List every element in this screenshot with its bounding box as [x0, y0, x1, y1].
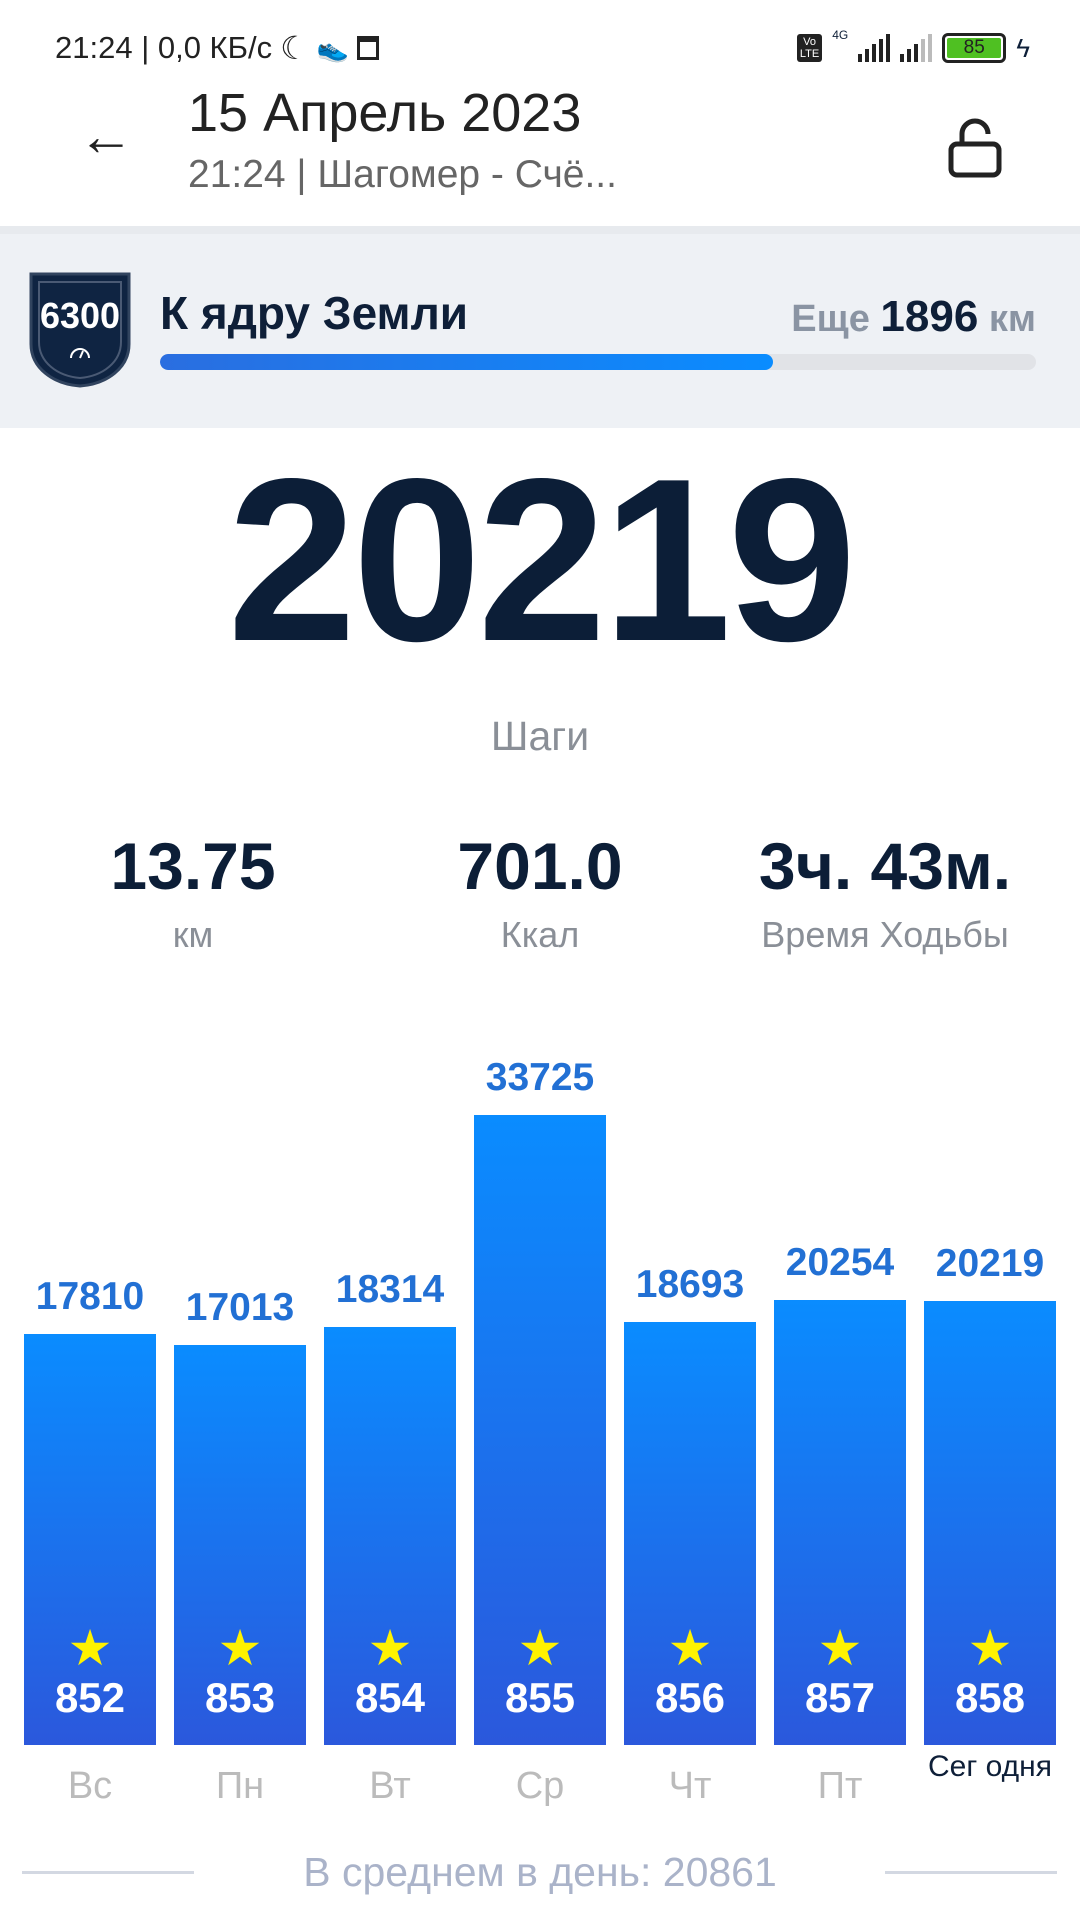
star-icon: ★ — [817, 1619, 863, 1676]
bar-day-label: Пт — [817, 1765, 863, 1807]
bar-4[interactable]: ★ 856 — [624, 1321, 756, 1745]
bar-value-label: 18693 — [635, 1262, 745, 1306]
bar-3[interactable]: ★ 855 — [474, 1115, 606, 1745]
network-type: 4G — [832, 28, 849, 42]
bar-2[interactable]: ★ 854 — [324, 1327, 456, 1745]
bar-day-number: 858 — [954, 1673, 1026, 1721]
goal-title: К ядру Земли — [160, 287, 469, 339]
status-time-speed: 21:24 | 0,0 КБ/с — [55, 30, 273, 65]
stat-calories: 701.0 Ккал — [360, 828, 720, 956]
remain-prefix: Еще — [791, 298, 870, 340]
bar-value-label: 17013 — [185, 1285, 295, 1329]
star-icon: ★ — [517, 1619, 563, 1676]
bar-day-label: Чт — [668, 1765, 712, 1807]
bar-day-number: 856 — [654, 1673, 726, 1721]
app-header — [0, 0, 1080, 222]
bar-1[interactable]: ★ 853 — [174, 1344, 306, 1745]
bar-day-number: 853 — [204, 1673, 276, 1721]
bar-value-label: 18314 — [335, 1268, 445, 1312]
bar-day-label: Вс — [67, 1765, 113, 1807]
bar-5[interactable]: ★ 857 — [774, 1300, 906, 1745]
signal-icon — [858, 34, 891, 62]
bar-day-label: Сег одня — [928, 1750, 1052, 1783]
bar-day-number: 857 — [804, 1673, 876, 1721]
calendar-icon — [357, 36, 380, 60]
bar-value-label: 33725 — [485, 1056, 595, 1099]
bar-6[interactable]: ★ 858 — [924, 1300, 1056, 1745]
bar-day-label: Вт — [369, 1765, 411, 1807]
divider-right — [885, 1871, 1057, 1874]
steps-label: Шаги — [490, 713, 590, 759]
stat-value: 701.0 — [457, 829, 623, 903]
charging-icon: ϟ — [1016, 32, 1030, 63]
goal-badge: 6300 — [27, 270, 133, 393]
bar-0[interactable]: ★ 852 — [24, 1334, 156, 1745]
goal-remaining: Еще 1896 км — [791, 292, 1036, 344]
star-icon: ★ — [367, 1619, 413, 1676]
star-icon: ★ — [217, 1619, 263, 1676]
bar-day-label: Пн — [215, 1765, 265, 1807]
stat-value: 13.75 — [110, 829, 276, 903]
page-title: 15 Апрель 2023 — [188, 83, 582, 143]
volte-icon: Vo LTE — [796, 34, 823, 62]
steps-count: 20219 — [227, 431, 856, 690]
status-bar-right: Vo LTE 4G 85 ϟ — [796, 28, 1030, 68]
arrow-left-icon[interactable]: ← — [78, 104, 134, 167]
stat-label: Ккал — [500, 914, 580, 955]
battery-level: 85 — [947, 38, 1002, 58]
signal-icon-2 — [900, 34, 933, 62]
status-bar-left: 21:24 | 0,0 КБ/с ☾ 👟 — [55, 28, 380, 68]
stat-label: км — [172, 914, 214, 955]
shoe-icon: 👟 — [316, 32, 350, 63]
moon-icon: ☾ — [280, 30, 309, 66]
bar-day-label: Ср — [515, 1765, 565, 1807]
remain-value: 1896 — [880, 292, 979, 341]
daily-average: В среднем в день: 20861 — [303, 1849, 777, 1895]
star-icon: ★ — [67, 1620, 113, 1676]
bar-value-label: 20219 — [935, 1241, 1045, 1285]
star-icon: ★ — [667, 1619, 713, 1676]
bar-day-number: 852 — [54, 1674, 126, 1721]
stat-label: Время Ходьбы — [761, 914, 1009, 955]
page-subtitle: 21:24 | Шагомер - Счё... — [188, 153, 617, 196]
divider-left — [22, 1871, 194, 1874]
unlock-icon[interactable] — [948, 118, 1002, 183]
goal-progress-bar — [160, 354, 1036, 370]
remain-unit: км — [988, 298, 1036, 340]
stat-distance: 13.75 км — [13, 828, 373, 956]
goal-panel[interactable] — [0, 226, 1080, 428]
bar-day-number: 855 — [504, 1673, 576, 1721]
stat-walk-time: 3ч. 43м. Время Ходьбы — [705, 828, 1065, 956]
bar-value-label: 17810 — [35, 1275, 145, 1318]
bar-day-number: 854 — [354, 1673, 426, 1721]
battery-icon: 85 — [942, 33, 1007, 63]
star-icon: ★ — [967, 1619, 1013, 1676]
stat-value: 3ч. 43м. — [758, 829, 1012, 903]
badge-text: 6300 — [40, 295, 120, 336]
goal-progress-fill — [160, 354, 774, 370]
bar-value-label: 20254 — [785, 1241, 895, 1285]
